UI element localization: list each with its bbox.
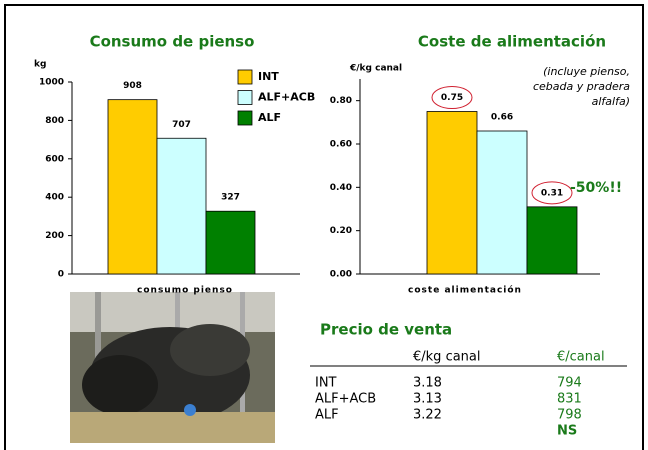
note: cebada y pradera xyxy=(533,80,630,93)
y-tick-label: 400 xyxy=(45,193,64,203)
y-tick-label: 1000 xyxy=(39,78,64,88)
y-tick-label: 800 xyxy=(45,116,64,126)
y-tick-label: 200 xyxy=(45,231,64,241)
column-header: €/kg canal xyxy=(413,350,481,365)
y-tick-label: 0.60 xyxy=(330,140,352,150)
chart-title: Coste de alimentación xyxy=(418,33,606,51)
table-cell: 3.22 xyxy=(413,408,442,423)
y-axis-label: €/kg canal xyxy=(349,64,402,74)
bar xyxy=(107,99,158,275)
legend-label: INT xyxy=(258,70,279,83)
legend-swatch xyxy=(237,110,253,126)
legend-swatch xyxy=(237,90,253,105)
value-label: 908 xyxy=(123,81,142,91)
table-cell: 798 xyxy=(557,408,582,423)
highlight-circle xyxy=(431,86,473,109)
table-cell: 3.18 xyxy=(413,376,442,391)
bar xyxy=(526,206,578,275)
x-axis-label: consumo pienso xyxy=(137,286,233,296)
table-footnote: NS xyxy=(557,424,577,439)
value-label: 707 xyxy=(172,120,191,130)
table-title: Precio de venta xyxy=(320,321,452,339)
chart-title: Consumo de pienso xyxy=(90,33,255,51)
table-cell: 831 xyxy=(557,392,582,407)
value-label: 0.75 xyxy=(441,93,463,103)
note: (incluye pienso, xyxy=(543,65,630,78)
value-label: 327 xyxy=(221,193,240,203)
y-axis-label: kg xyxy=(34,60,46,70)
y-tick-label: 0.40 xyxy=(330,183,352,193)
y-tick-label: 0 xyxy=(58,270,64,280)
table-cell: 794 xyxy=(557,376,582,391)
slide-border xyxy=(4,4,644,450)
legend-label: ALF xyxy=(258,111,281,124)
table-cell: ALF+ACB xyxy=(315,392,376,407)
bar xyxy=(476,130,528,275)
table-cell: ALF xyxy=(315,408,339,423)
bar xyxy=(156,137,207,275)
photo xyxy=(70,292,275,443)
legend-label: ALF+ACB xyxy=(258,91,315,104)
highlight-circle xyxy=(531,181,573,205)
column-header: €/canal xyxy=(557,350,605,365)
value-label: 0.31 xyxy=(541,188,563,198)
x-axis-label: coste alimentación xyxy=(408,285,522,296)
table-cell: INT xyxy=(315,376,337,391)
bar xyxy=(426,111,478,275)
bar xyxy=(205,210,256,275)
value-label: 0.66 xyxy=(491,113,513,123)
note: alfalfa) xyxy=(592,95,630,108)
y-tick-label: 0.00 xyxy=(330,270,352,280)
y-tick-label: 600 xyxy=(45,154,64,164)
table-cell: 3.13 xyxy=(413,392,442,407)
y-tick-label: 0.80 xyxy=(330,96,352,106)
annotation: -50%!! xyxy=(570,180,622,196)
legend-swatch xyxy=(237,69,253,85)
y-tick-label: 0.20 xyxy=(330,226,352,236)
